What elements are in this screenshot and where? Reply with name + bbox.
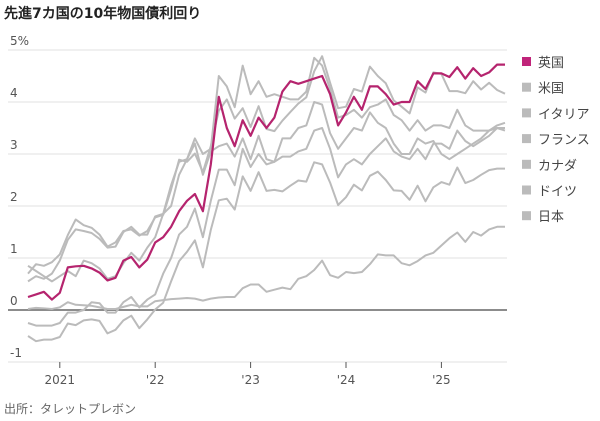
legend-item: 英国 [522, 56, 564, 71]
legend-item: カナダ [522, 159, 577, 174]
series-line-4 [27, 101, 505, 283]
legend-label: カナダ [538, 159, 577, 174]
series-line-2 [27, 56, 506, 283]
x-axis-ticks: 2021 '22 '23 '24 '25 [45, 362, 451, 387]
legend-item: フランス [522, 133, 590, 148]
y-tick-label: 0 [10, 294, 18, 308]
legend-item: 米国 [522, 82, 564, 97]
series-lines [27, 55, 506, 343]
y-tick-label: 1 [10, 242, 18, 256]
legend-label: イタリア [538, 107, 589, 122]
legend-swatch [522, 57, 531, 66]
legend-item: イタリア [522, 107, 589, 122]
legend-label: 米国 [538, 82, 564, 97]
x-tick-label: '25 [432, 373, 451, 387]
series-line-5 [27, 161, 505, 343]
y-tick-label: 4 [10, 86, 18, 100]
legend-item: 日本 [522, 210, 564, 225]
y-tick-label: 3 [10, 138, 18, 152]
legend-swatch [522, 134, 531, 144]
series-line-6 [27, 225, 505, 310]
legend-swatch [522, 159, 531, 169]
legend-swatch [522, 185, 531, 195]
legend-swatch [522, 108, 531, 118]
y-tick-label: 2 [10, 190, 18, 204]
y-axis-ticks: 5% 4 3 2 1 0 -1 [10, 34, 29, 360]
x-tick-label: '23 [241, 373, 260, 387]
legend-swatch [522, 211, 531, 221]
y-tick-label: 5% [10, 34, 29, 48]
legend-item: ドイツ [522, 185, 577, 200]
legend-label: 英国 [538, 56, 564, 71]
legend-label: 日本 [538, 210, 564, 225]
x-tick-label: '22 [146, 373, 165, 387]
source-note: 出所：タレットプレボン [4, 402, 136, 416]
x-tick-label: 2021 [45, 373, 76, 387]
series-line-0 [27, 63, 505, 301]
x-tick-label: '24 [337, 373, 356, 387]
legend-swatch [522, 82, 531, 92]
gridlines [8, 49, 507, 363]
legend-label: フランス [538, 133, 590, 148]
legend-label: ドイツ [538, 185, 577, 200]
chart-title: 先進7カ国の10年物国債利回り [4, 5, 201, 22]
y-tick-label: -1 [10, 346, 22, 360]
series-line-3 [27, 127, 506, 327]
